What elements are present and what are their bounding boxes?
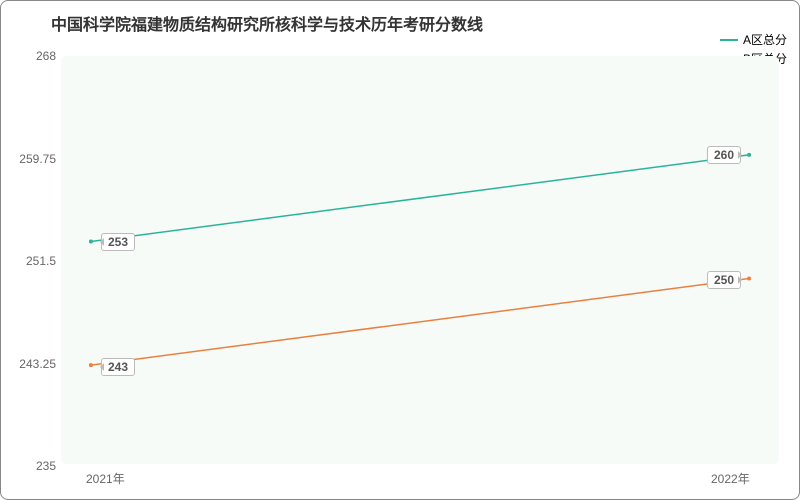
data-label-callout: 243 (101, 358, 135, 376)
chart-title: 中国科学院福建物质结构研究所核科学与技术历年考研分数线 (51, 11, 483, 35)
y-tick-label: 235 (11, 459, 56, 473)
data-label-callout: 253 (101, 233, 135, 251)
x-tick-label: 2022年 (711, 470, 750, 487)
plot-area: 253 260 243 250 (61, 56, 779, 464)
x-tick-label: 2021年 (86, 470, 125, 487)
data-marker (747, 277, 751, 281)
data-marker (747, 153, 751, 157)
y-tick-label: 259.75 (11, 152, 56, 166)
y-tick-label: 243.25 (11, 357, 56, 371)
series-line (91, 279, 749, 366)
line-chart: 中国科学院福建物质结构研究所核科学与技术历年考研分数线 A区总分 B区总分 25… (0, 0, 800, 500)
y-tick-label: 268 (11, 49, 56, 63)
legend-item-a: A区总分 (720, 31, 787, 48)
data-marker (89, 239, 93, 243)
series-line (91, 155, 749, 242)
data-marker (89, 363, 93, 367)
legend-label-a: A区总分 (743, 31, 787, 48)
data-label-callout: 250 (707, 271, 741, 289)
y-tick-label: 251.5 (11, 254, 56, 268)
data-label-callout: 260 (707, 146, 741, 164)
chart-svg (61, 56, 779, 464)
legend-swatch-a (720, 39, 738, 41)
